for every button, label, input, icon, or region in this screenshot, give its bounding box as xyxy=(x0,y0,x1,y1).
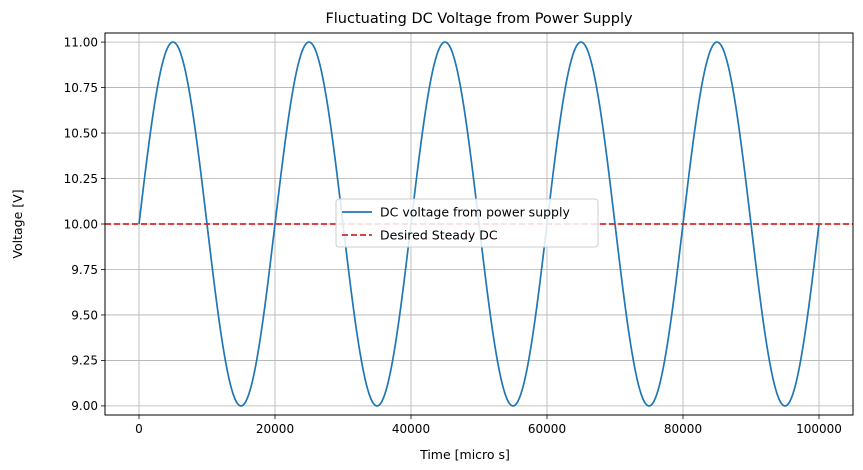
legend-label-supply: DC voltage from power supply xyxy=(380,205,570,220)
y-tick-label: 9.25 xyxy=(71,354,98,368)
x-axis-label: Time [micro s] xyxy=(419,447,510,462)
x-tick-label: 40000 xyxy=(392,422,430,436)
y-tick-label: 11.00 xyxy=(64,35,98,49)
y-tick-label: 9.00 xyxy=(71,399,98,413)
y-tick-label: 10.50 xyxy=(64,126,98,140)
y-tick-label: 10.75 xyxy=(64,81,98,95)
y-tick-label: 9.75 xyxy=(71,263,98,277)
y-tick-label: 9.50 xyxy=(71,308,98,322)
x-tick-label: 100000 xyxy=(796,422,842,436)
legend: DC voltage from power supply Desired Ste… xyxy=(335,198,599,248)
legend-box xyxy=(335,198,599,248)
axis-ticks: 0 20000 40000 60000 80000 100000 9.00 9.25 9.50 9… xyxy=(64,35,842,436)
chart-title: Fluctuating DC Voltage from Power Supply xyxy=(325,11,633,27)
y-tick-label: 10.25 xyxy=(64,172,98,186)
x-tick-label: 60000 xyxy=(528,422,566,436)
y-tick-label: 10.00 xyxy=(64,217,98,231)
legend-label-steady: Desired Steady DC xyxy=(380,228,498,243)
x-tick-label: 0 xyxy=(135,422,143,436)
x-tick-label: 80000 xyxy=(664,422,702,436)
x-tick-label: 20000 xyxy=(256,422,294,436)
y-axis-label: Voltage [V] xyxy=(10,189,25,258)
